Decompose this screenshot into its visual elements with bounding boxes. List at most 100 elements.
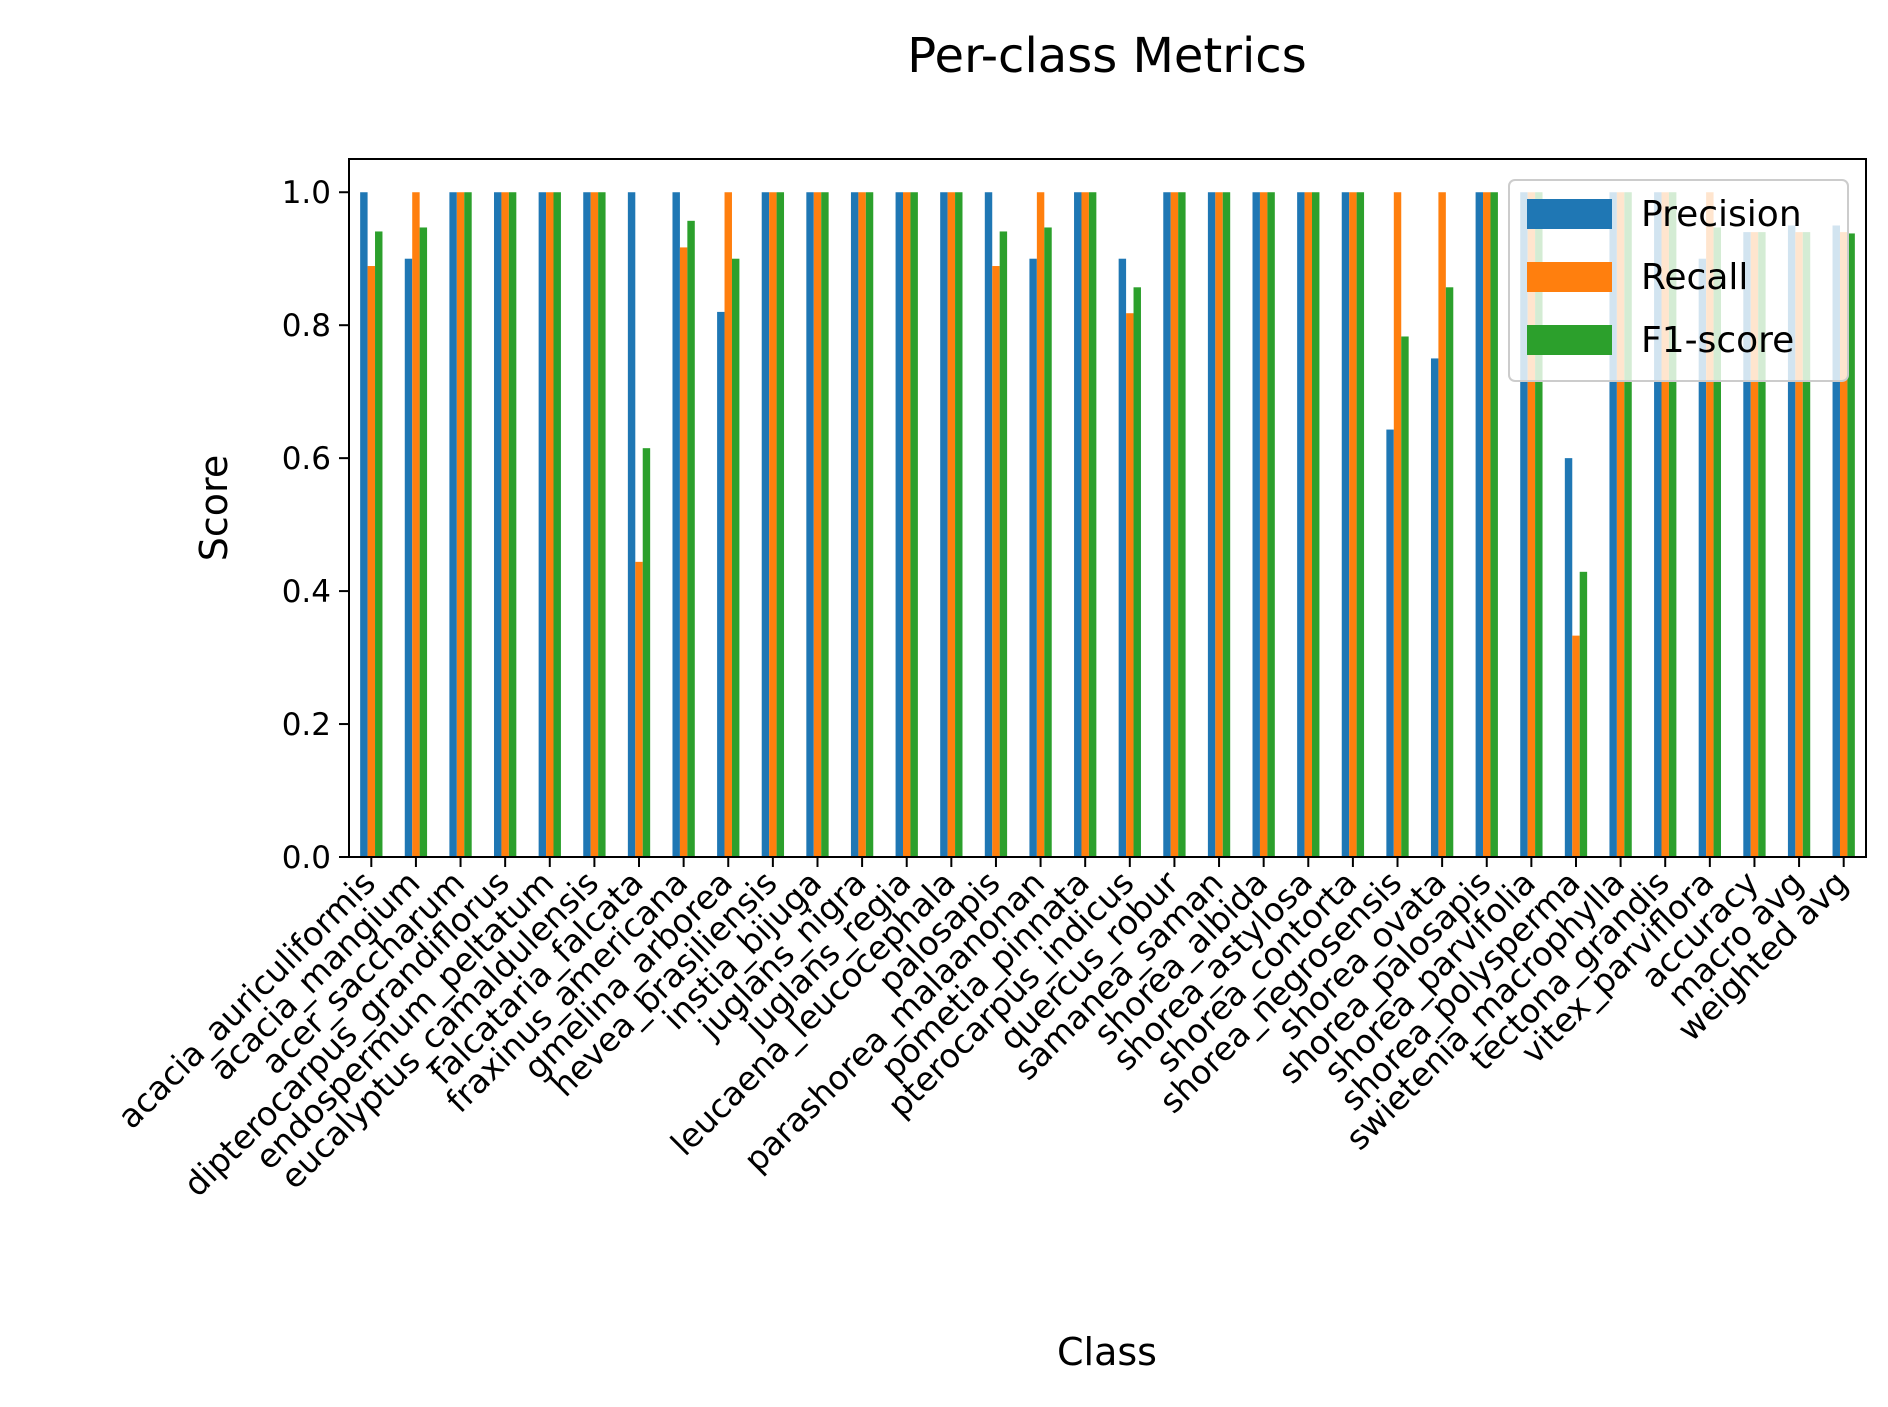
bar-f1-score-20: [1267, 192, 1275, 858]
bar-recall-24: [1438, 192, 1446, 858]
bar-precision-12: [895, 192, 904, 858]
bar-precision-0: [360, 192, 368, 858]
bar-recall-13: [947, 192, 956, 858]
y-axis-ticks: 0.0 0.2 0.4 0.6 0.8 1.0: [282, 175, 349, 876]
bar-recall-1: [412, 192, 420, 858]
bar-recall-10: [813, 192, 822, 858]
bar-f1-score-11: [865, 192, 874, 858]
bar-precision-13: [940, 192, 948, 858]
bar-recall-27: [1572, 635, 1580, 857]
x-axis-ticks: acacia_auriculiformisacacia_mangiumacer_…: [110, 857, 1855, 1204]
bar-f1-score-33: [1847, 233, 1855, 857]
bar-precision-10: [806, 192, 814, 858]
bar-f1-score-3: [508, 192, 517, 858]
y-tick-label: 0.2: [282, 707, 331, 743]
bar-recall-7: [679, 247, 688, 857]
bar-recall-18: [1170, 192, 1179, 858]
legend-swatch: [1527, 199, 1612, 229]
bar-precision-21: [1297, 192, 1305, 858]
bar-f1-score-8: [731, 258, 740, 858]
bar-recall-30: [1706, 192, 1714, 858]
bar-f1-score-24: [1445, 287, 1454, 857]
legend-swatch: [1527, 262, 1612, 292]
bar-recall-16: [1081, 192, 1089, 858]
bar-precision-2: [449, 192, 457, 858]
chart-title: Per-class Metrics: [907, 28, 1306, 84]
bar-f1-score-22: [1356, 192, 1365, 858]
bar-f1-score-6: [642, 448, 651, 857]
bar-precision-20: [1252, 192, 1260, 858]
bar-f1-score-15: [1044, 227, 1052, 858]
bar-f1-score-21: [1312, 192, 1320, 858]
bar-recall-19: [1215, 192, 1223, 858]
bar-recall-14: [992, 266, 1000, 857]
bar-f1-score-14: [999, 231, 1008, 857]
plot-frame: [348, 158, 1867, 858]
bar-precision-3: [494, 192, 502, 858]
bar-precision-24: [1430, 358, 1439, 857]
bar-f1-score-5: [598, 192, 606, 858]
bar-precision-27: [1564, 458, 1573, 857]
y-tick-label: 0.4: [282, 574, 331, 610]
bar-f1-score-27: [1579, 571, 1588, 857]
bar-recall-4: [546, 192, 554, 858]
bar-precision-5: [583, 192, 591, 858]
bar-f1-score-31: [1758, 232, 1766, 857]
bar-recall-3: [501, 192, 509, 858]
bar-precision-25: [1475, 192, 1484, 858]
bar-precision-8: [717, 311, 725, 857]
bar-f1-score-9: [776, 192, 785, 858]
bar-recall-26: [1527, 192, 1536, 858]
bar-f1-score-12: [910, 192, 918, 858]
bar-recall-29: [1661, 192, 1669, 858]
bar-precision-11: [850, 192, 859, 858]
y-tick-label: 1.0: [282, 175, 331, 211]
bar-precision-4: [538, 192, 547, 858]
bar-recall-8: [724, 192, 732, 858]
bar-recall-9: [769, 192, 777, 858]
bar-f1-score-29: [1668, 192, 1677, 858]
bar-precision-30: [1698, 258, 1707, 858]
bar-precision-7: [672, 192, 680, 858]
legend-label: Recall: [1641, 257, 1748, 298]
bar-f1-score-26: [1535, 192, 1543, 858]
bar-recall-20: [1259, 192, 1268, 858]
bar-recall-2: [456, 192, 465, 858]
bar-f1-score-30: [1713, 227, 1721, 858]
bar-recall-25: [1483, 192, 1491, 858]
bar-recall-28: [1616, 192, 1625, 858]
bar-recall-32: [1795, 232, 1803, 857]
bar-recall-12: [903, 192, 911, 858]
bar-recall-17: [1126, 313, 1134, 858]
bar-f1-score-19: [1222, 192, 1231, 858]
y-tick-label: 0.0: [282, 840, 331, 876]
bar-recall-6: [635, 561, 643, 857]
y-axis-label: Score: [192, 455, 236, 561]
bar-precision-15: [1029, 258, 1037, 858]
bar-f1-score-10: [821, 192, 829, 858]
bar-precision-16: [1074, 192, 1082, 858]
bar-recall-22: [1349, 192, 1357, 858]
bar-precision-23: [1386, 429, 1394, 857]
bar-f1-score-28: [1624, 192, 1632, 858]
bar-f1-score-25: [1490, 192, 1498, 858]
bar-recall-11: [858, 192, 866, 858]
bar-recall-0: [367, 266, 376, 857]
bar-recall-31: [1750, 232, 1759, 857]
bar-precision-28: [1609, 192, 1617, 858]
bar-f1-score-7: [687, 220, 695, 857]
bar-f1-score-13: [955, 192, 963, 858]
bar-f1-score-17: [1133, 287, 1141, 857]
y-tick-label: 0.8: [282, 308, 331, 344]
bar-f1-score-23: [1401, 336, 1409, 857]
legend-label: Precision: [1641, 194, 1802, 235]
bar-f1-score-1: [419, 227, 428, 858]
bar-precision-1: [404, 258, 413, 858]
bar-f1-score-2: [464, 192, 472, 858]
legend: Precision Recall F1-score: [1508, 179, 1849, 382]
bar-precision-32: [1787, 225, 1796, 858]
bar-precision-29: [1654, 192, 1662, 858]
x-axis-label: Class: [1057, 1330, 1157, 1374]
bar-precision-17: [1118, 258, 1127, 858]
